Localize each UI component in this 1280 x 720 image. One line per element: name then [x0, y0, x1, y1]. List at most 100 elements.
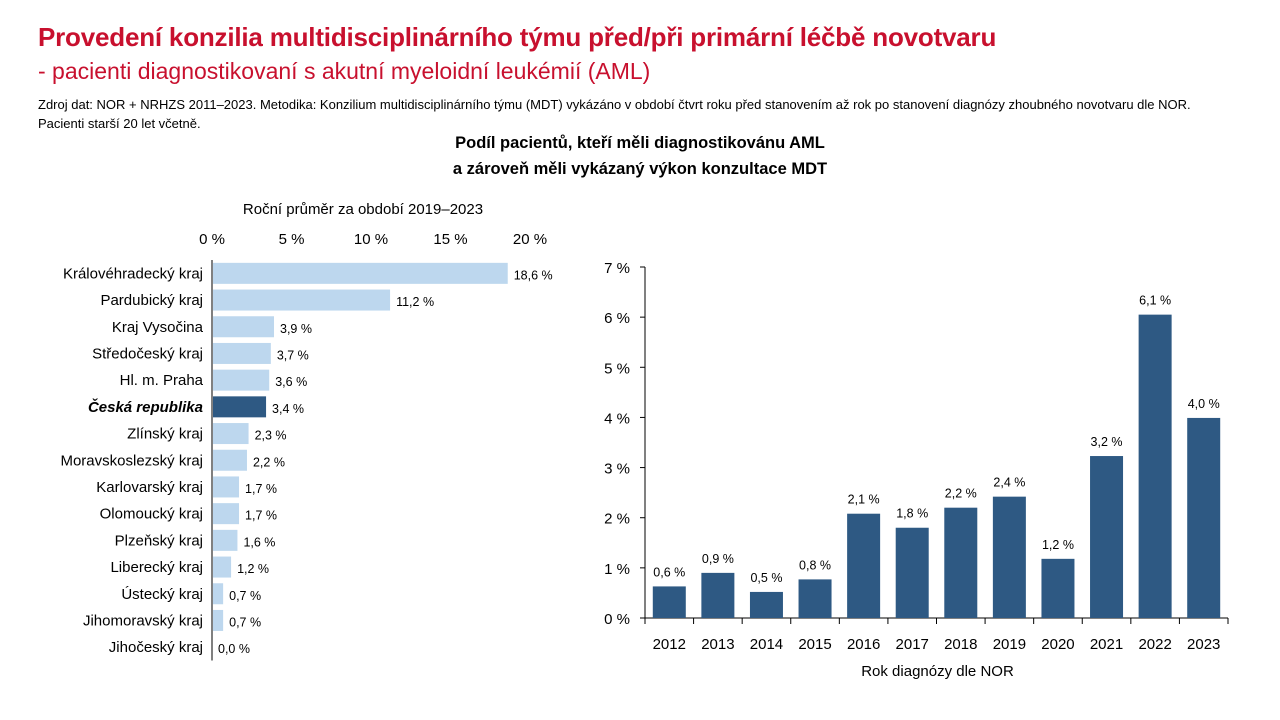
- v-bar: [701, 572, 735, 618]
- h-category-label: Středočeský kraj: [92, 345, 203, 362]
- v-bar: [895, 527, 929, 618]
- h-tick-label: 10 %: [354, 231, 388, 248]
- v-data-label: 2,2 %: [945, 487, 977, 501]
- h-tick-label: 15 %: [433, 231, 467, 248]
- h-category-label: Moravskoslezský kraj: [60, 452, 203, 469]
- source-note: Zdroj dat: NOR + NRHZS 2011–2023. Metodi…: [38, 97, 1191, 131]
- x-tick-label: 2016: [847, 636, 880, 653]
- h-category-label: Hl. m. Praha: [120, 372, 204, 389]
- v-bar: [1090, 456, 1124, 618]
- v-tick-label: 5 %: [604, 360, 630, 377]
- h-data-label: 3,4 %: [272, 402, 304, 416]
- v-tick-label: 6 %: [604, 310, 630, 327]
- h-bar: [213, 503, 240, 525]
- h-tick-label: 0 %: [199, 231, 225, 248]
- h-tick-label: 5 %: [279, 231, 305, 248]
- v-tick-label: 0 %: [604, 611, 630, 628]
- h-data-label: 2,3 %: [255, 429, 287, 443]
- h-category-label: Jihočeský kraj: [109, 639, 203, 656]
- v-bar: [798, 579, 832, 618]
- h-data-label: 1,7 %: [245, 482, 277, 496]
- x-tick-label: 2015: [798, 636, 831, 653]
- h-category-label: Kraj Vysočina: [112, 319, 204, 336]
- v-bar: [1187, 417, 1221, 618]
- h-bar: [213, 556, 232, 578]
- v-data-label: 0,5 %: [750, 571, 782, 585]
- v-data-label: 0,9 %: [702, 552, 734, 566]
- h-category-label: Pardubický kraj: [100, 292, 203, 309]
- h-bar: [213, 583, 224, 605]
- v-tick-label: 4 %: [604, 410, 630, 427]
- x-tick-label: 2021: [1090, 636, 1123, 653]
- x-tick-label: 2018: [944, 636, 977, 653]
- h-data-label: 0,7 %: [229, 589, 261, 603]
- v-data-label: 2,1 %: [848, 493, 880, 507]
- v-data-label: 1,8 %: [896, 507, 928, 521]
- v-data-label: 4,0 %: [1188, 397, 1220, 411]
- x-tick-label: 2014: [750, 636, 783, 653]
- chart-heading-line1: Podíl pacientů, kteří měli diagnostiková…: [455, 134, 825, 152]
- h-tick-label: 20 %: [513, 231, 547, 248]
- v-bar: [652, 586, 686, 618]
- h-category-label: Česká republika: [88, 398, 203, 416]
- h-bar: [213, 396, 267, 418]
- h-category-label: Liberecký kraj: [110, 559, 203, 576]
- x-tick-label: 2022: [1138, 636, 1171, 653]
- h-category-label: Zlínský kraj: [127, 426, 203, 443]
- x-tick-label: 2019: [993, 636, 1026, 653]
- v-bar: [749, 591, 783, 618]
- h-category-label: Královéhradecký kraj: [63, 265, 203, 282]
- h-bar: [213, 316, 275, 338]
- h-bar: [213, 342, 271, 364]
- v-data-label: 3,2 %: [1091, 435, 1123, 449]
- v-bar: [1041, 558, 1075, 618]
- chart-heading-line2: a zároveň měli vykázaný výkon konzultace…: [452, 160, 828, 178]
- v-data-label: 6,1 %: [1139, 294, 1171, 308]
- v-tick-label: 3 %: [604, 461, 630, 478]
- h-data-label: 0,7 %: [229, 615, 261, 629]
- h-axis-title: Roční průměr za období 2019–2023: [243, 201, 483, 218]
- x-tick-label: 2023: [1187, 636, 1220, 653]
- h-bar: [213, 609, 224, 631]
- h-category-label: Ústecký kraj: [121, 586, 203, 603]
- h-bar: [213, 262, 508, 284]
- page-title: Provedení konzilia multidisciplinárního …: [38, 22, 997, 52]
- h-category-label: Karlovarský kraj: [96, 479, 203, 496]
- v-bar: [944, 507, 978, 618]
- h-bar: [213, 369, 270, 391]
- x-tick-label: 2020: [1041, 636, 1074, 653]
- page-subtitle: - pacienti diagnostikovaní s akutní myel…: [38, 58, 651, 84]
- h-bar: [213, 529, 238, 551]
- x-tick-label: 2017: [896, 636, 929, 653]
- h-data-label: 3,9 %: [280, 322, 312, 336]
- h-category-label: Plzeňský kraj: [115, 532, 203, 549]
- x-tick-label: 2013: [701, 636, 734, 653]
- v-data-label: 1,2 %: [1042, 538, 1074, 552]
- v-data-label: 2,4 %: [993, 476, 1025, 490]
- h-category-label: Olomoucký kraj: [100, 506, 203, 523]
- v-data-label: 0,8 %: [799, 558, 831, 572]
- v-data-label: 0,6 %: [653, 565, 685, 579]
- h-bar: [213, 476, 240, 498]
- v-bar: [847, 513, 881, 618]
- h-data-label: 3,6 %: [275, 375, 307, 389]
- h-category-label: Jihomoravský kraj: [83, 612, 203, 629]
- h-bar: [213, 449, 247, 471]
- v-tick-label: 1 %: [604, 561, 630, 578]
- v-bar: [1138, 314, 1172, 618]
- x-axis-title: Rok diagnózy dle NOR: [861, 663, 1014, 680]
- h-data-label: 2,2 %: [253, 455, 285, 469]
- h-data-label: 1,6 %: [243, 535, 275, 549]
- h-data-label: 1,2 %: [237, 562, 269, 576]
- v-bar: [992, 496, 1026, 618]
- h-bar: [213, 423, 249, 445]
- h-data-label: 11,2 %: [396, 295, 434, 309]
- x-tick-label: 2012: [653, 636, 686, 653]
- h-data-label: 3,7 %: [277, 348, 309, 362]
- v-tick-label: 2 %: [604, 511, 630, 528]
- h-data-label: 0,0 %: [218, 642, 250, 656]
- h-data-label: 18,6 %: [514, 268, 553, 282]
- h-data-label: 1,7 %: [245, 509, 277, 523]
- v-tick-label: 7 %: [604, 260, 630, 277]
